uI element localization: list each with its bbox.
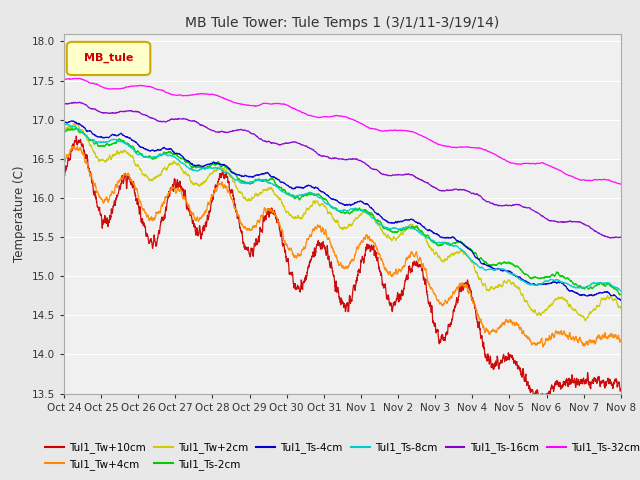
Title: MB Tule Tower: Tule Temps 1 (3/1/11-3/19/14): MB Tule Tower: Tule Temps 1 (3/1/11-3/19… (185, 16, 500, 30)
Y-axis label: Temperature (C): Temperature (C) (13, 165, 26, 262)
Text: MB_tule: MB_tule (84, 53, 133, 63)
Legend: Tul1_Tw+10cm, Tul1_Tw+4cm, Tul1_Tw+2cm, Tul1_Ts-2cm, Tul1_Ts-4cm, Tul1_Ts-8cm, T: Tul1_Tw+10cm, Tul1_Tw+4cm, Tul1_Tw+2cm, … (41, 438, 640, 474)
FancyBboxPatch shape (67, 42, 150, 75)
